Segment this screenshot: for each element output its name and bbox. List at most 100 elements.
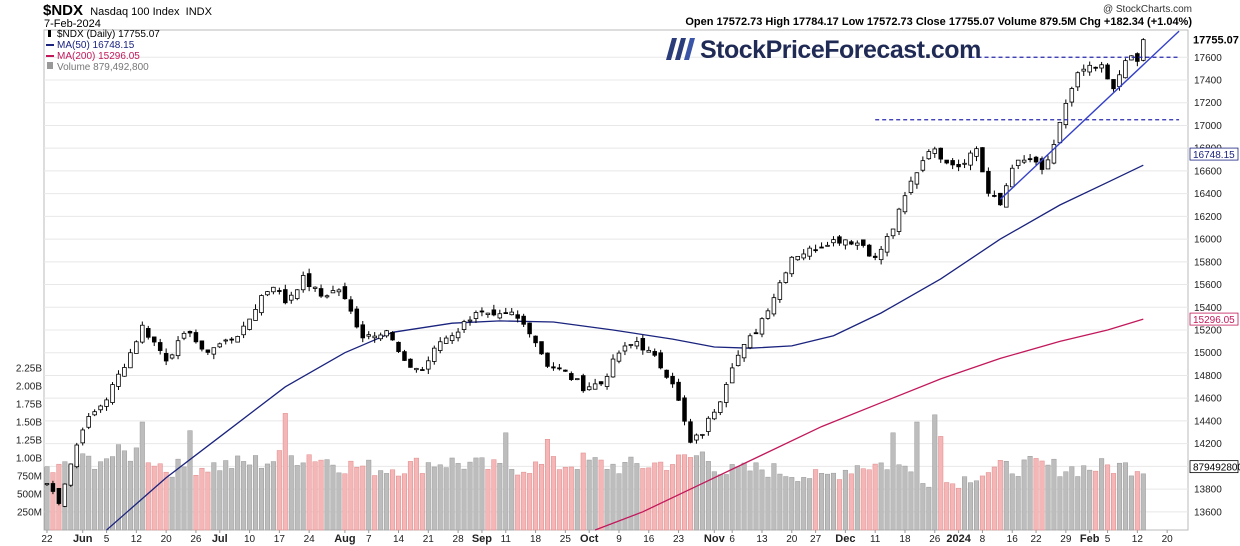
candle-body	[187, 330, 193, 334]
volume-bar	[1116, 462, 1122, 531]
volume-bar	[372, 475, 378, 531]
volume-bar	[354, 466, 360, 531]
volume-bar	[634, 463, 640, 531]
volume-bar	[580, 452, 586, 531]
volume-bar	[544, 439, 550, 531]
volume-bar	[503, 432, 509, 531]
volume-bar	[723, 474, 729, 531]
value-label-box	[1189, 147, 1239, 161]
candle-body	[104, 399, 109, 407]
x-tick-label: 12	[1132, 534, 1144, 545]
exchange: INDX	[185, 6, 212, 18]
candle-body	[265, 291, 270, 296]
volume-bar	[527, 473, 533, 531]
candle-body	[539, 341, 544, 355]
x-tick-label: 16	[643, 534, 655, 545]
volume-bar	[211, 462, 217, 531]
volume-bar	[896, 464, 902, 531]
candle-body	[479, 310, 485, 313]
candle-body	[604, 376, 610, 387]
candle-body	[473, 312, 479, 319]
candle-body	[402, 351, 407, 361]
volume-bar	[115, 444, 121, 531]
volume-bar	[604, 469, 610, 531]
volume-bar	[253, 455, 259, 531]
candle-body	[545, 352, 550, 367]
x-tick-label: 14	[393, 534, 405, 545]
volume-bar	[151, 465, 157, 531]
candle-body	[455, 331, 461, 339]
index-name: Nasdaq 100 Index	[90, 6, 180, 18]
volume-bar	[795, 481, 801, 531]
candle-body	[86, 416, 91, 428]
volume-bar	[479, 457, 485, 531]
volume-bar	[598, 459, 604, 531]
volume-bar	[264, 463, 270, 531]
volume-bar	[813, 469, 819, 531]
volume-bar	[139, 421, 145, 531]
x-tick-label: Jun	[73, 533, 93, 545]
volume-bar	[1087, 469, 1093, 531]
volume-bar	[193, 475, 199, 531]
volume-bar	[801, 477, 807, 531]
candle-body	[68, 463, 74, 486]
volume-bar	[819, 473, 825, 531]
volume-bar	[1039, 460, 1045, 531]
volume-bar	[586, 459, 592, 531]
volume-bar	[640, 468, 646, 531]
candle-body	[723, 384, 729, 403]
volume-bar	[872, 463, 878, 531]
volume-bar	[1015, 476, 1021, 531]
volume-bar	[217, 470, 223, 531]
volume-bar	[979, 475, 985, 531]
candle-body	[449, 335, 455, 342]
x-tick-label: 18	[530, 534, 542, 545]
legend-entry: Volume 879,492,800	[57, 62, 149, 73]
candle-body	[551, 366, 556, 369]
candle-body	[271, 286, 276, 293]
ohlc-readout: Open 17572.73 High 17784.17 Low 17572.73…	[685, 16, 1192, 28]
candle-body	[741, 344, 747, 359]
candle-body	[729, 367, 735, 384]
candle-body	[98, 405, 103, 411]
volume-bar	[568, 466, 574, 531]
volume-bar	[842, 469, 848, 531]
candle-body	[575, 378, 580, 381]
candle-body	[277, 290, 282, 292]
volume-bar	[437, 464, 443, 531]
volume-tick-label: 1.50B	[16, 418, 42, 429]
y-tick-label: 16600	[1194, 166, 1222, 177]
candle-body	[1045, 159, 1051, 170]
candle-body	[199, 340, 205, 350]
candle-body	[819, 246, 824, 249]
candle-body	[1099, 64, 1104, 69]
volume-bar	[848, 473, 854, 531]
volume-bar	[157, 463, 163, 531]
x-tick-label: Nov	[704, 533, 726, 545]
candle-body	[193, 332, 199, 343]
volume-bar	[425, 462, 431, 531]
candle-body	[598, 381, 604, 385]
candle-body	[312, 286, 318, 289]
volume-tick-label: 1.25B	[16, 436, 42, 447]
volume-bar	[914, 421, 920, 531]
candle-body	[902, 195, 908, 213]
x-tick-label: 13	[756, 534, 768, 545]
candle-body	[533, 335, 538, 344]
volume-bar	[968, 482, 974, 531]
volume-bar	[175, 458, 181, 531]
candle-body	[861, 239, 866, 246]
x-tick-label: 7	[366, 534, 372, 545]
volume-bar	[330, 464, 336, 531]
x-tick-label: Aug	[334, 533, 355, 545]
candle-body	[843, 239, 848, 246]
candle-body	[1039, 158, 1045, 170]
ma200-line	[594, 318, 1144, 531]
volume-tick-label: 1.00B	[16, 454, 42, 465]
volume-bar	[312, 461, 318, 531]
volume-bar	[944, 482, 950, 531]
candle-body	[1141, 39, 1146, 61]
candle-body	[223, 339, 228, 342]
candle-body	[932, 148, 938, 154]
x-tick-label: 6	[729, 534, 735, 545]
